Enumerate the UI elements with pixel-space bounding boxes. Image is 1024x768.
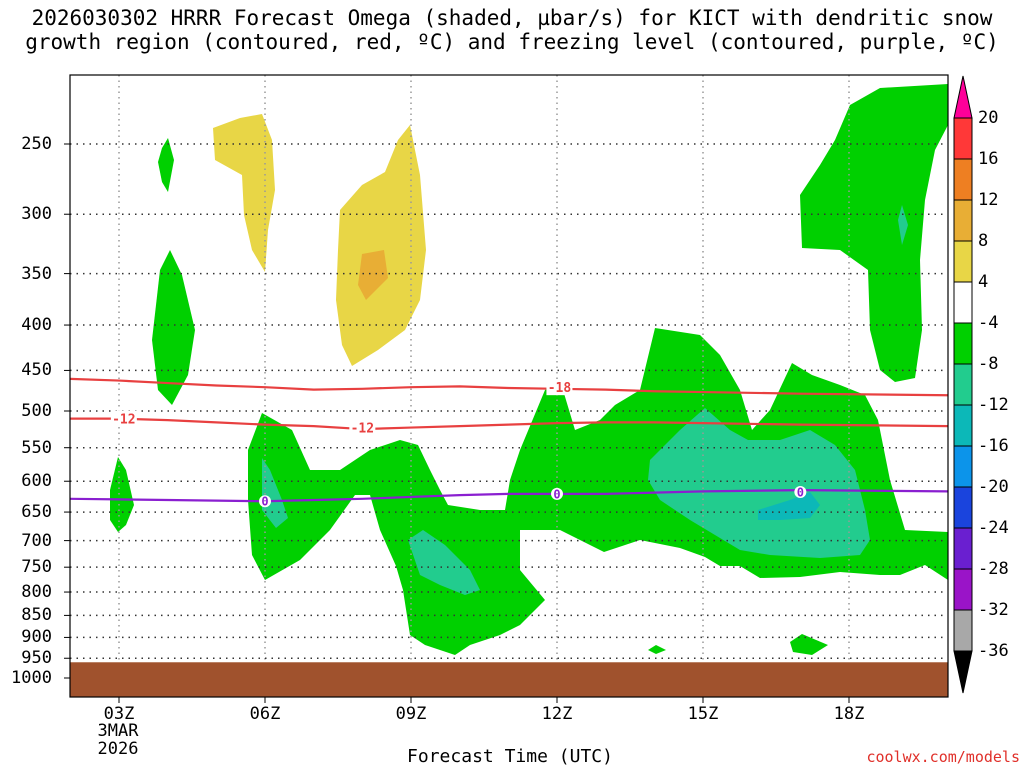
colorbar-box-7 bbox=[953, 404, 973, 447]
contour-label-minus12-left-bg bbox=[110, 410, 137, 427]
y-tick-label-350: 350 bbox=[21, 263, 52, 284]
contour-label-minus12-left: -12 bbox=[112, 413, 135, 428]
plot-frame bbox=[69, 74, 949, 698]
contour-label-minus18-bg bbox=[546, 379, 573, 396]
y-tick-label-500: 500 bbox=[21, 401, 52, 421]
colorbar-label-8: -16 bbox=[978, 436, 1009, 456]
colorbar-label-9: -20 bbox=[978, 477, 1009, 497]
y-tick-label-650: 650 bbox=[21, 502, 52, 523]
omega-region-yellow-2 bbox=[336, 125, 426, 366]
colorbar-label-12: -32 bbox=[978, 600, 1009, 620]
x-tick-label-09Z: 09Z bbox=[395, 704, 427, 724]
omega-region-cyan-core bbox=[758, 492, 820, 520]
colorbar-box-0 bbox=[953, 117, 973, 160]
omega-region-teal-upper-right bbox=[898, 205, 908, 245]
omega-region-green-1 bbox=[158, 138, 174, 192]
freezing-label-bg-2 bbox=[794, 485, 807, 498]
colorbar-label-5: -4 bbox=[978, 313, 999, 333]
omega-region-green-blob-1 bbox=[648, 645, 666, 654]
y-tick-label-250: 250 bbox=[21, 134, 52, 154]
y-tick-label-800: 800 bbox=[21, 582, 52, 603]
colorbar-label-2: 12 bbox=[978, 190, 999, 210]
x-axis-title: Forecast Time (UTC) bbox=[407, 746, 613, 767]
colorbar-box-3 bbox=[953, 240, 973, 283]
y-tick-label-1000: 1000 bbox=[11, 668, 52, 688]
chart-title-line2: growth region (contoured, red, ºC) and f… bbox=[25, 30, 999, 54]
contour-label-minus12-mid: -12 bbox=[351, 422, 374, 437]
y-tick-label-400: 400 bbox=[21, 315, 52, 336]
omega-region-green-2 bbox=[152, 250, 195, 405]
colorbar-box-10 bbox=[953, 527, 973, 570]
colorbar-box-4 bbox=[953, 281, 973, 324]
y-tick-label-550: 550 bbox=[21, 437, 52, 458]
freezing-label-bg-0 bbox=[259, 495, 271, 508]
omega-region-green-blob-2 bbox=[790, 634, 828, 655]
colorbar-label-7: -12 bbox=[978, 395, 1009, 415]
contour-0-line bbox=[70, 489, 949, 503]
colorbar-label-13: -36 bbox=[978, 641, 1009, 661]
contour--18-line bbox=[70, 377, 949, 397]
ground-surface bbox=[70, 662, 948, 697]
freezing-label-1: 0 bbox=[553, 487, 560, 501]
colorbar-box-2 bbox=[953, 199, 973, 242]
omega-region-teal-1 bbox=[262, 458, 288, 528]
omega-region-orange-core bbox=[358, 250, 388, 300]
colorbar-box-8 bbox=[953, 445, 973, 488]
y-tick-label-700: 700 bbox=[21, 530, 52, 551]
contour-label-minus18: -18 bbox=[548, 381, 572, 396]
colorbar-box-11 bbox=[953, 568, 973, 611]
y-tick-label-850: 850 bbox=[21, 605, 52, 626]
colorbar-label-1: 16 bbox=[978, 149, 999, 169]
colorbar-label-10: -24 bbox=[978, 518, 1009, 538]
date-label-year: 2026 bbox=[97, 739, 139, 759]
colorbar-label-6: -8 bbox=[978, 354, 999, 374]
freezing-label-2: 0 bbox=[797, 485, 804, 499]
omega-region-green-upper-right bbox=[800, 84, 948, 382]
colorbar-label-3: 8 bbox=[978, 231, 989, 251]
y-tick-label-900: 900 bbox=[21, 627, 52, 648]
freezing-label-bg-1 bbox=[551, 487, 563, 500]
colorbar-box-1 bbox=[953, 158, 973, 201]
colorbar-label-11: -28 bbox=[978, 559, 1009, 579]
y-tick-label-600: 600 bbox=[21, 471, 52, 492]
colorbar-label-0: 20 bbox=[978, 108, 999, 128]
x-tick-label-03Z: 03Z bbox=[103, 704, 135, 724]
contour--12-line bbox=[70, 417, 949, 431]
x-tick-label-15Z: 15Z bbox=[687, 704, 719, 724]
omega-region-teal-2 bbox=[408, 530, 480, 595]
colorbar-box-12 bbox=[953, 609, 973, 652]
omega-region-yellow-1 bbox=[213, 114, 275, 272]
chart-title-line1: 2026030302 HRRR Forecast Omega (shaded, … bbox=[31, 6, 993, 30]
y-tick-label-750: 750 bbox=[21, 557, 52, 578]
colorbar-box-9 bbox=[953, 486, 973, 529]
colorbar-box-6 bbox=[953, 363, 973, 406]
x-tick-label-18Z: 18Z bbox=[833, 704, 865, 724]
y-tick-label-950: 950 bbox=[21, 648, 52, 669]
omega-region-green-3 bbox=[110, 457, 134, 532]
colorbar-bottom-arrow bbox=[953, 650, 973, 694]
y-tick-label-450: 450 bbox=[21, 360, 52, 381]
date-label-day: 3MAR bbox=[97, 721, 139, 741]
credit-link[interactable]: coolwx.com/models bbox=[866, 748, 1020, 766]
x-tick-label-06Z: 06Z bbox=[249, 704, 281, 724]
colorbar-label-4: 4 bbox=[978, 272, 989, 292]
y-tick-label-300: 300 bbox=[21, 204, 52, 225]
contour-label-minus12-mid-bg bbox=[349, 419, 376, 436]
freezing-label-0: 0 bbox=[261, 495, 268, 509]
colorbar-top-arrow bbox=[953, 75, 973, 119]
colorbar-box-5 bbox=[953, 322, 973, 365]
x-tick-label-12Z: 12Z bbox=[541, 704, 573, 724]
